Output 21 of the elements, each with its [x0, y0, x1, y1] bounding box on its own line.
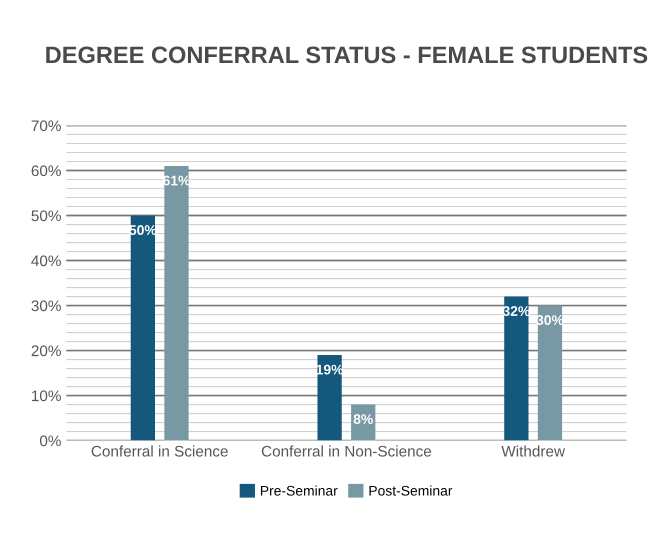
bar: [538, 306, 562, 441]
bar: [351, 404, 376, 441]
y-tick-label: 30%: [31, 300, 61, 312]
x-tick-label: Conferral in Science: [92, 445, 228, 457]
bar: [317, 355, 342, 441]
legend-label: Pre-Seminar: [260, 485, 338, 496]
x-tick-label: Conferral in Non-Science: [262, 445, 432, 457]
bar: [130, 216, 156, 441]
y-tick-label: 60%: [32, 165, 61, 176]
y-tick-label: 0%: [40, 435, 61, 446]
y-tick-label: 20%: [32, 345, 61, 356]
y-tick-label: 40%: [31, 255, 61, 266]
bar: [164, 166, 189, 441]
y-tick-label: 50%: [31, 210, 61, 222]
chart-title: DEGREE CONFERRAL STATUS - FEMALE STUDENTS: [46, 46, 648, 64]
bar: [504, 296, 528, 441]
x-tick-label: Withdrew: [501, 445, 566, 457]
y-tick-label: 10%: [32, 390, 61, 402]
legend-label: Post-Seminar: [369, 485, 452, 496]
data-label: 8%: [354, 414, 373, 424]
y-tick-label: 70%: [32, 120, 61, 132]
